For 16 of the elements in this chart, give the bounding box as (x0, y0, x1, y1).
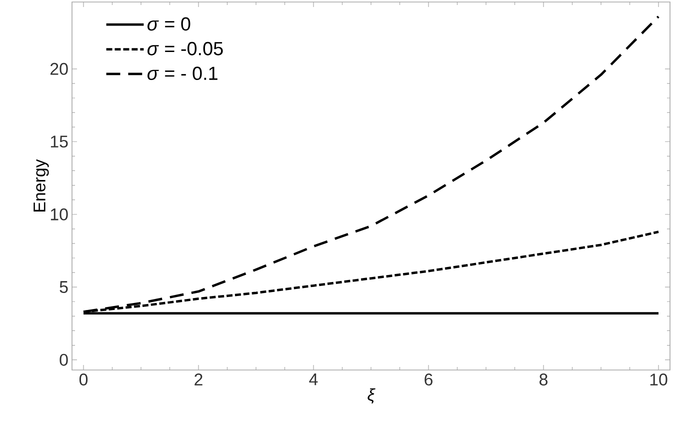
x-tick-label: 10 (650, 374, 668, 386)
y-tick-label: 20 (50, 62, 68, 75)
y-tick-label: 5 (60, 281, 68, 294)
x-axis-title: ξ (368, 388, 376, 404)
x-tick-label: 4 (309, 374, 318, 386)
legend-label: σ = -0.05 (148, 42, 223, 56)
x-tick-label: 8 (540, 374, 548, 386)
x-tick-label: 6 (424, 374, 432, 386)
x-tick-label: 2 (194, 374, 202, 386)
y-axis-title: Energy (34, 159, 49, 212)
legend-label: σ = - 0.1 (148, 66, 218, 80)
y-tick-label: 15 (50, 136, 68, 148)
legend-label: σ = 0 (148, 17, 190, 31)
y-tick-label: 10 (50, 208, 68, 220)
y-tick-label: 0 (60, 354, 68, 366)
x-tick-label: 0 (79, 374, 88, 386)
